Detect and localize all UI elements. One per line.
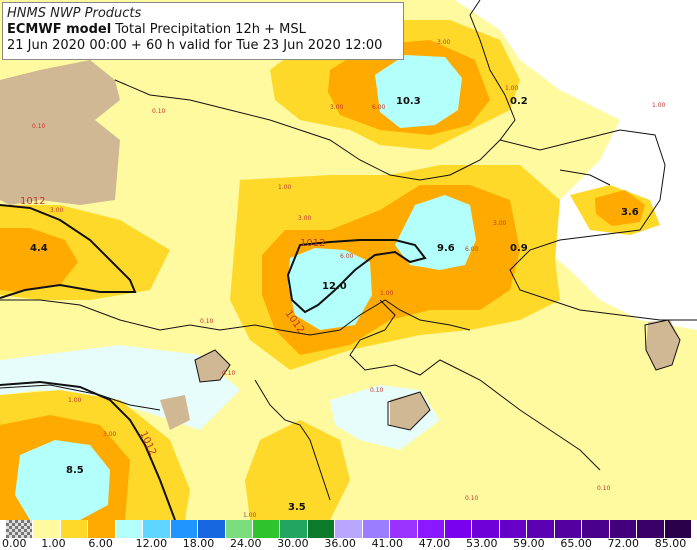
contour-label: 1.00: [652, 102, 666, 109]
contour-label: 1.00: [278, 184, 292, 191]
legend-swatch: [499, 520, 528, 538]
legend-tick-label: 53.00: [465, 537, 498, 550]
contour-label: 0.10: [152, 108, 166, 115]
legend-tick-label: 36.00: [324, 537, 356, 550]
precipitation-map: 1012 1012 1012 1012 10.3 0.2 4.4 9.6 0.9…: [0, 0, 697, 520]
tan-area: [390, 392, 430, 430]
model-name: ECMWF model: [7, 22, 112, 37]
legend-swatch: [170, 520, 199, 538]
contour-label: 6.00: [465, 246, 479, 253]
precip-max-label: 0.2: [510, 96, 528, 107]
precip-max-label: 3.5: [288, 502, 306, 513]
precip-max-label: 10.3: [396, 96, 421, 107]
orange-area: [0, 228, 78, 292]
legend-tick-label: 24.00: [229, 537, 262, 550]
contour-label: 0.10: [222, 370, 236, 377]
agency-title: HNMS NWP Products: [7, 6, 142, 21]
contour-label: 0.10: [597, 485, 611, 492]
contour-label: 1.00: [68, 397, 82, 404]
orange-area: [595, 190, 645, 226]
legend-swatch: [33, 520, 61, 538]
legend-tick-label: 6.00: [88, 537, 113, 550]
legend-swatch: [664, 520, 692, 538]
contour-label: 1.00: [243, 512, 257, 519]
legend-tick-label: 12.00: [135, 537, 168, 550]
legend-swatch: [225, 520, 253, 538]
legend-tick-label: 30.00: [277, 537, 309, 550]
legend-swatch: [143, 520, 171, 538]
precip-max-label: 9.6: [437, 243, 455, 254]
precip-max-label: 0.9: [510, 243, 528, 254]
legend-swatch: [390, 520, 418, 538]
validity-time: 21 Jun 2020 00:00 + 60 h valid for Tue 2…: [7, 38, 383, 53]
contour-label: 6.00: [372, 104, 386, 111]
color-legend: 0.00 1.00 6.00 12.00 18.00 24.00 30.00 36.00 41.…: [0, 520, 697, 550]
tan-area: [646, 320, 680, 370]
legend-swatch: [115, 520, 144, 538]
legend-tick-label: 72.00: [607, 537, 640, 550]
contour-label: 0.10: [32, 123, 46, 130]
contour-label: 3.00: [437, 39, 451, 46]
product-title: ECMWF model Total Precipitation 12h + MS…: [7, 22, 399, 38]
isobar-label: 1012: [20, 196, 45, 207]
legend-tick-label: 1.00: [41, 537, 66, 550]
no-precip-area: [455, 0, 697, 330]
legend-tick-label: 65.00: [560, 537, 592, 550]
precip-max-label: 12.0: [322, 281, 347, 292]
contour-label: 0.10: [200, 318, 214, 325]
contour-label: 1.00: [505, 85, 519, 92]
contour-label: 0.10: [465, 495, 479, 502]
precip-max-label: 3.6: [621, 207, 639, 218]
legend-tick-label: 85.00: [654, 537, 687, 550]
legend-swatch: [252, 520, 281, 538]
contour-label: 6.00: [340, 253, 354, 260]
contour-label: 3.00: [103, 431, 117, 438]
coastlines: [0, 0, 697, 501]
legend-tick-label: 0.00: [2, 537, 27, 550]
legend-swatch: [637, 520, 665, 538]
precip-max-label: 4.4: [30, 243, 48, 254]
legend-swatch: [280, 520, 308, 538]
legend-swatch: [335, 520, 363, 538]
contour-label: 3.00: [298, 215, 312, 222]
legend-tick-label: 41.00: [371, 537, 404, 550]
tan-area: [0, 60, 120, 205]
isobars: [0, 204, 427, 520]
cyan-core: [15, 440, 110, 520]
legend-swatch: [609, 520, 638, 538]
legend-swatch: [60, 520, 89, 538]
legend-swatch: [554, 520, 583, 538]
legend-swatch: [6, 520, 34, 538]
contour-label: 0.10: [370, 387, 384, 394]
contour-label: 3.00: [493, 220, 507, 227]
legend-swatch: [88, 520, 116, 538]
legend-tick-label: 18.00: [182, 537, 215, 550]
legend-swatch: [307, 520, 336, 538]
legend-swatch: [472, 520, 500, 538]
map-header: HNMS NWP Products ECMWF model Total Prec…: [2, 2, 404, 60]
product-name: Total Precipitation 12h + MSL: [111, 22, 306, 37]
contour-label: 3.00: [330, 104, 344, 111]
tan-area: [160, 395, 190, 430]
legend-tick-label: 59.00: [513, 537, 545, 550]
legend-swatches: [6, 520, 692, 538]
contour-label: 1.00: [380, 290, 394, 297]
legend-swatch: [362, 520, 391, 538]
legend-tick-label: 47.00: [418, 537, 451, 550]
precip-max-label: 8.5: [66, 465, 84, 476]
legend-swatch: [582, 520, 610, 538]
contour-label: 3.00: [50, 207, 64, 214]
legend-swatch: [417, 520, 445, 538]
gold-area: [245, 420, 350, 520]
tan-area: [195, 350, 230, 382]
isobar-label: 1012: [300, 238, 325, 249]
cyan-core: [375, 55, 462, 128]
legend-swatch: [198, 520, 226, 538]
legend-swatch: [527, 520, 555, 538]
legend-swatch: [445, 520, 473, 538]
cyan-core: [395, 195, 476, 270]
